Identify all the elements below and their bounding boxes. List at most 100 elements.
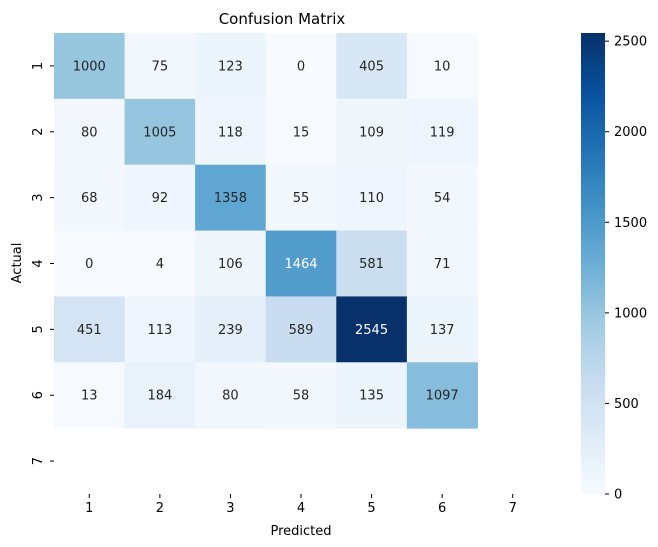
y-tick-label: 1 (31, 62, 46, 70)
x-tick-label: 2 (156, 501, 164, 516)
heatmap-cell (195, 164, 267, 232)
heatmap-cell (54, 33, 126, 100)
heatmap-cell (195, 230, 267, 297)
cell-value-label: 68 (81, 191, 98, 206)
cell-value-label: 1097 (426, 389, 459, 404)
y-tick-label: 6 (31, 391, 46, 399)
heatmap-cell (124, 33, 196, 100)
heatmap-cell (124, 362, 196, 429)
x-tick-label: 5 (367, 501, 375, 516)
heatmap-cell (265, 296, 337, 363)
cell-value-label: 184 (147, 389, 172, 404)
x-tick-label: 4 (297, 501, 305, 516)
cell-value-label: 13 (81, 389, 98, 404)
x-axis-label: Predicted (270, 524, 331, 539)
cell-value-label: 15 (293, 125, 310, 140)
heatmap-cell (336, 164, 408, 232)
heatmap-cell (195, 362, 267, 429)
colorbar-tick-label: 2000 (614, 125, 647, 140)
colorbar-tick-label: 1000 (614, 306, 647, 321)
x-tick-label: 7 (509, 501, 517, 516)
colorbar-tick-label: 500 (614, 397, 639, 412)
cell-value-label: 109 (359, 125, 384, 140)
cell-value-label: 1005 (143, 125, 176, 140)
cell-value-label: 106 (218, 257, 243, 272)
y-tick-label: 7 (31, 457, 46, 465)
colorbar (581, 33, 605, 494)
cell-value-label: 119 (430, 125, 455, 140)
heatmap-cell (54, 296, 126, 363)
x-tick-label: 1 (85, 501, 93, 516)
cell-value-label: 405 (359, 59, 384, 74)
cell-value-label: 0 (85, 257, 93, 272)
cell-value-label: 123 (218, 59, 243, 74)
heatmap-cell (265, 164, 337, 232)
heatmap-cell (406, 33, 478, 100)
x-tick-label: 3 (226, 501, 234, 516)
cell-value-label: 58 (293, 389, 310, 404)
cell-value-label: 1358 (214, 191, 247, 206)
cell-value-label: 80 (81, 125, 98, 140)
y-tick-label: 4 (31, 259, 46, 267)
cell-value-label: 118 (218, 125, 243, 140)
heatmap-cell (336, 230, 408, 297)
heatmap-cell (195, 296, 267, 363)
cell-value-label: 54 (434, 191, 451, 206)
cell-value-label: 451 (77, 323, 102, 338)
cell-value-label: 110 (359, 191, 384, 206)
cell-value-label: 0 (297, 59, 305, 74)
heatmap-cell (406, 296, 478, 363)
cell-value-label: 1464 (284, 257, 317, 272)
colorbar-tick-label: 1500 (614, 216, 647, 231)
y-axis-label: Actual (10, 243, 25, 284)
heatmap-cell (406, 164, 478, 232)
heatmap-cell (265, 362, 337, 429)
cell-value-label: 92 (152, 191, 169, 206)
heatmap-cell (124, 164, 196, 232)
heatmap-cell (336, 362, 408, 429)
cell-value-label: 135 (359, 389, 384, 404)
heatmap-cell (195, 98, 267, 166)
y-tick-label: 5 (31, 325, 46, 333)
cell-value-label: 113 (147, 323, 172, 338)
colorbar-axis: 0 500 1000 1500 2000 2500 (605, 35, 647, 503)
y-axis: 1 2 3 4 5 6 7 (31, 62, 54, 465)
cell-value-label: 581 (359, 257, 384, 272)
cell-value-label: 1000 (73, 59, 106, 74)
y-tick-label: 2 (31, 128, 46, 136)
cell-value-label: 239 (218, 323, 243, 338)
cell-value-label: 4 (156, 257, 164, 272)
heatmap-cell (265, 33, 337, 100)
heatmap-cell (265, 98, 337, 166)
cell-value-label: 589 (289, 323, 314, 338)
heatmap-cell (195, 33, 267, 100)
heatmap-cell (54, 164, 126, 232)
heatmap-cell (124, 230, 196, 297)
cell-value-label: 10 (434, 59, 451, 74)
cell-value-label: 55 (293, 191, 310, 206)
heatmap-cell (336, 296, 408, 363)
heatmap-cell (406, 362, 478, 429)
heatmap-cell (265, 230, 337, 297)
y-tick-label: 3 (31, 194, 46, 202)
colorbar-tick-label: 0 (614, 488, 622, 503)
cell-value-label: 137 (430, 323, 455, 338)
heatmap-cell (336, 98, 408, 166)
cell-value-label: 2545 (355, 323, 388, 338)
heatmap-cell (406, 230, 478, 297)
heatmap-cell (336, 33, 408, 100)
chart-title: Confusion Matrix (219, 10, 346, 28)
cell-value-label: 80 (222, 389, 239, 404)
x-axis: 1 2 3 4 5 6 7 (85, 494, 517, 516)
heatmap-cell (124, 296, 196, 363)
cell-value-label: 71 (434, 257, 451, 272)
x-tick-label: 6 (438, 501, 446, 516)
colorbar-tick-label: 2500 (614, 35, 647, 50)
heatmap-cell (54, 362, 126, 429)
cell-value-label: 75 (152, 59, 169, 74)
heatmap-cell (54, 230, 126, 297)
heatmap-cells (54, 33, 478, 429)
heatmap-cell (54, 98, 126, 166)
